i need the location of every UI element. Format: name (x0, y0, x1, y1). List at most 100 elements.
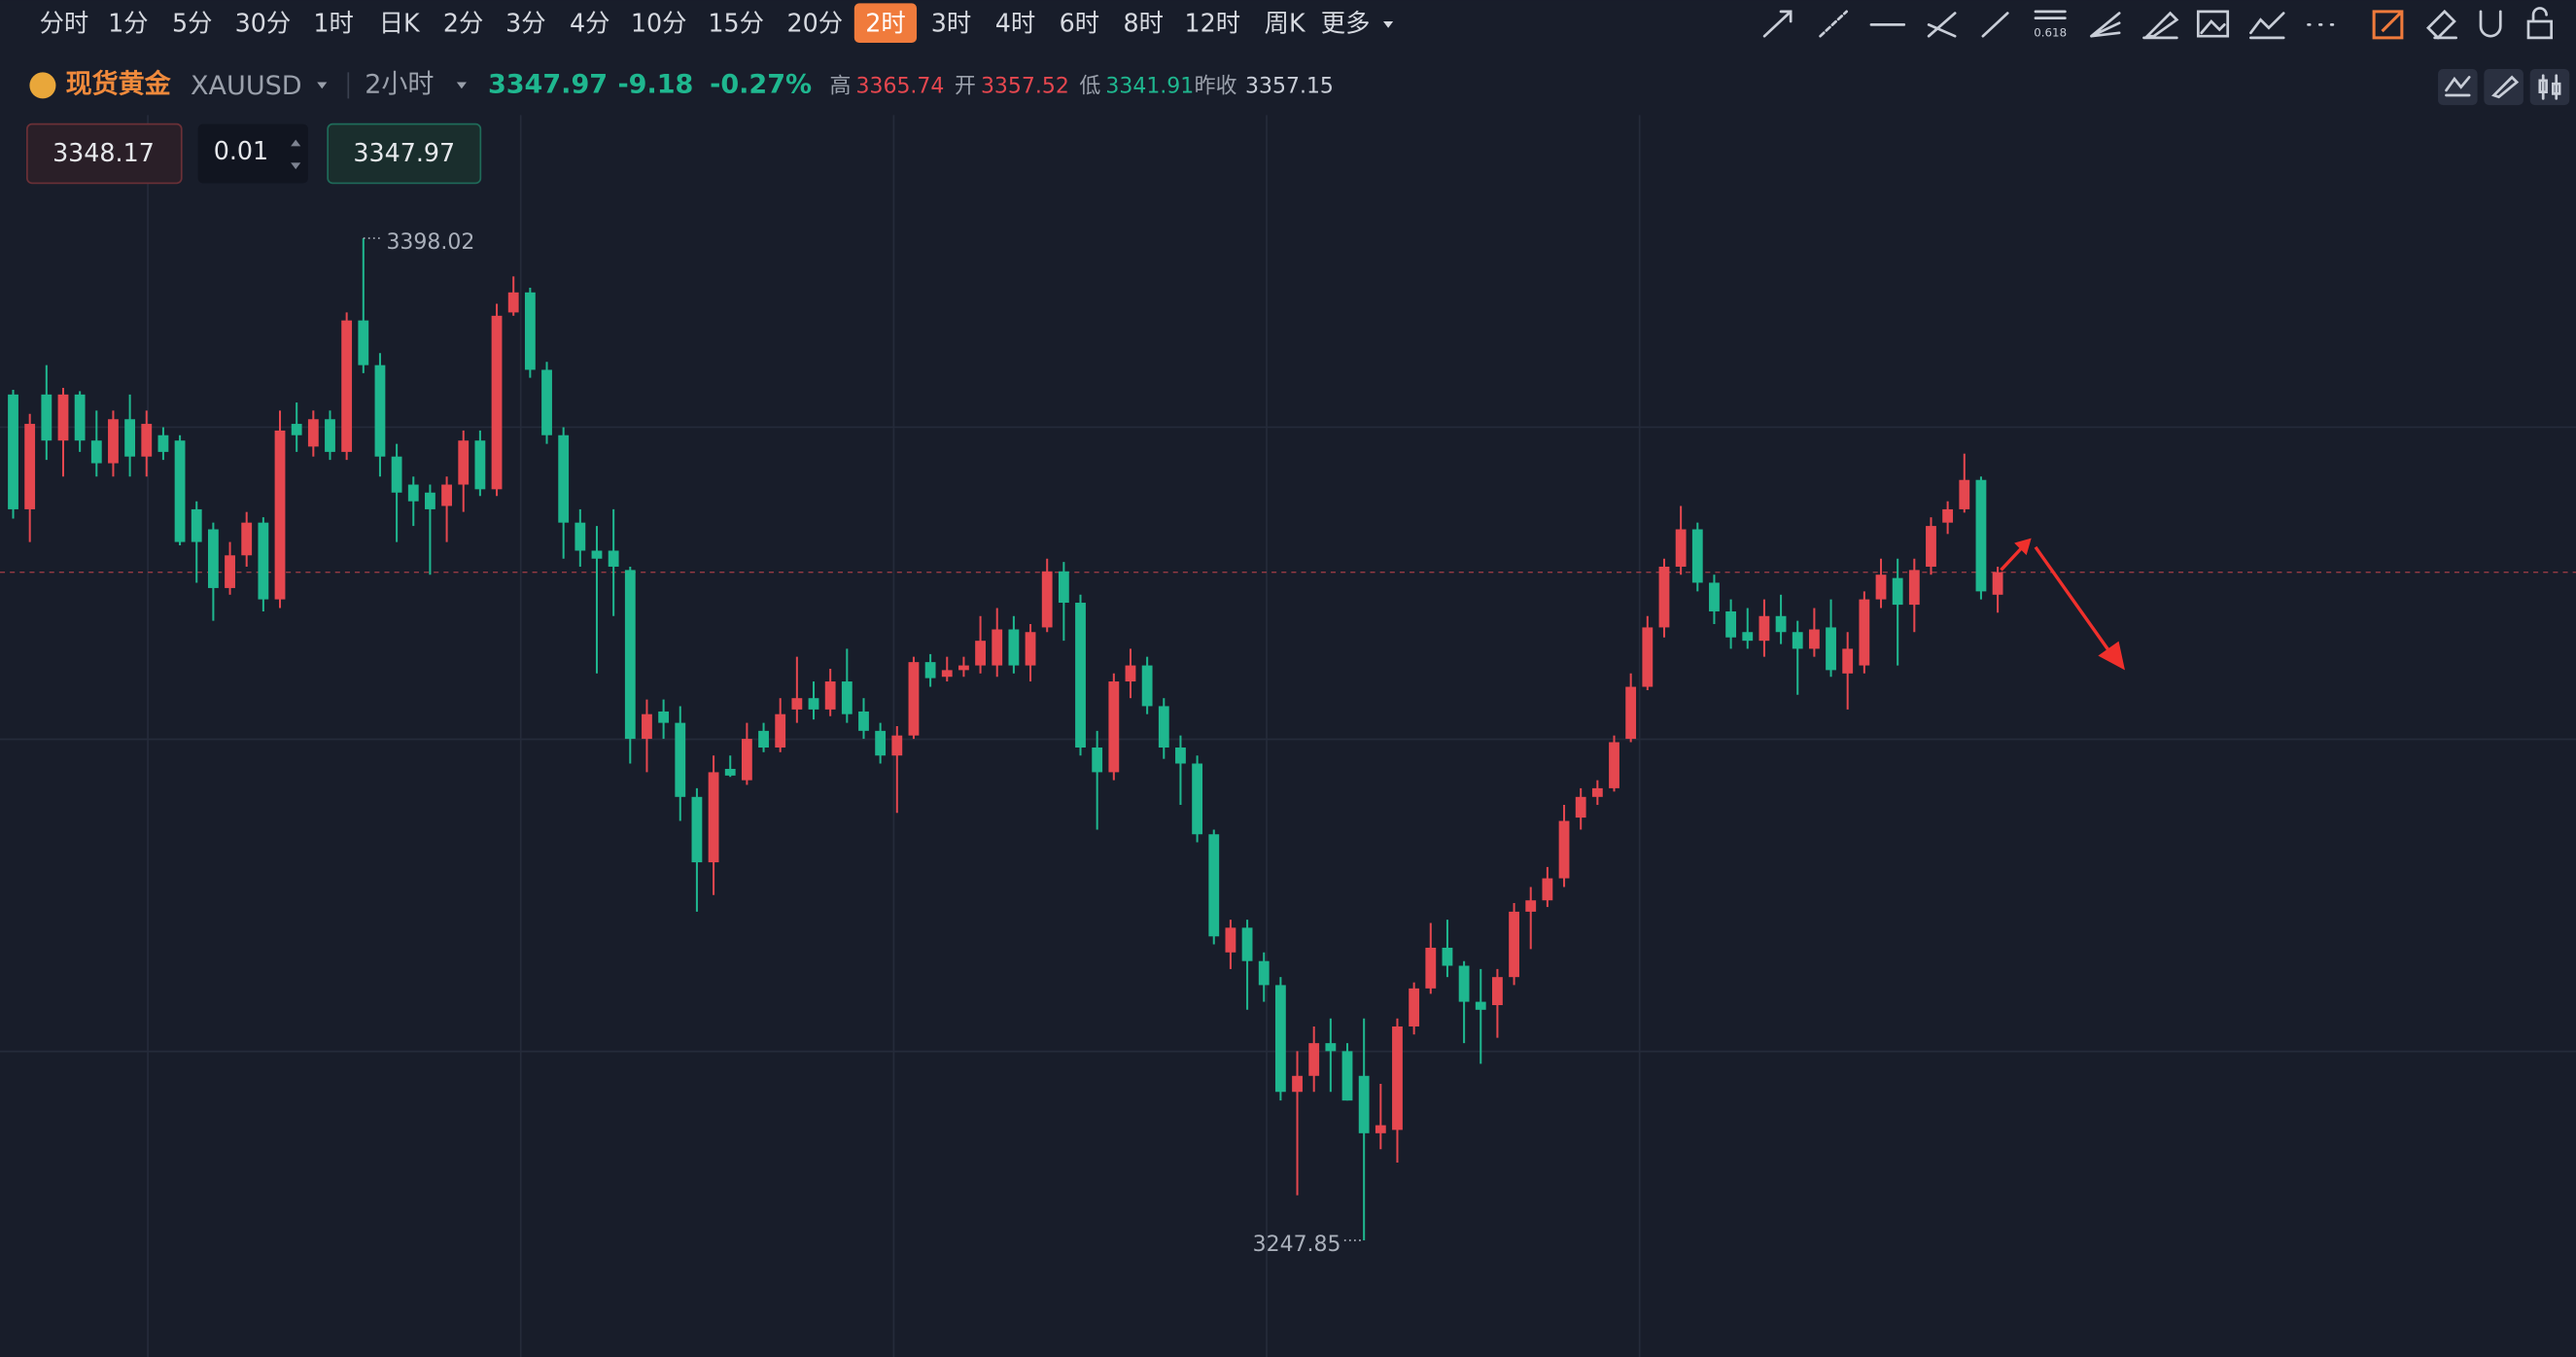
timeframe[interactable]: 周K (1265, 8, 1306, 37)
timeframe[interactable]: 日K (379, 8, 421, 37)
timeframe[interactable]: 20分 (786, 8, 843, 37)
candle-body (374, 365, 386, 457)
candle-body (724, 768, 736, 776)
candle-body (174, 440, 186, 542)
tool-lock[interactable] (2526, 7, 2554, 40)
fib-label: 0.618 (2034, 25, 2067, 39)
candle-body (1642, 627, 1654, 687)
spinner[interactable] (291, 139, 301, 170)
candle-body (1475, 1001, 1486, 1010)
candle-body (1442, 947, 1453, 966)
candle-body (24, 424, 36, 509)
candle-body (541, 369, 552, 435)
candle-body (1358, 1075, 1370, 1133)
candle-body (1926, 526, 1936, 567)
candle-body (1558, 820, 1570, 879)
timeframe[interactable]: 4分 (570, 8, 609, 37)
draw-icon (2490, 75, 2520, 99)
candle-body (1842, 648, 1854, 674)
timeframe[interactable]: 4时 (995, 8, 1035, 37)
tool-edit[interactable] (2372, 10, 2404, 40)
tool-channel[interactable] (1927, 12, 1957, 38)
timeframe[interactable]: 1时 (313, 8, 353, 37)
quantity-input[interactable] (197, 123, 308, 184)
caret (1383, 20, 1394, 28)
interval[interactable]: 2小时 (365, 69, 434, 99)
candle-body (341, 320, 353, 452)
candle-body (124, 419, 136, 457)
timeframe-bar: 分时 1分 5分 30分 1时 日K 2分 3分 4分 10分 15分 20分 2时 3时 4时 6时 8时 12… (40, 3, 1394, 43)
timeframe[interactable]: 更多 (1321, 8, 1371, 37)
candle-body (1108, 681, 1120, 773)
candle-body (1859, 599, 1870, 666)
open-label: 开 (955, 75, 976, 99)
prev-close-value: 3357.15 (1245, 75, 1334, 99)
caret (317, 82, 328, 89)
timeframe[interactable]: 2时 (865, 8, 905, 37)
timeframe[interactable]: 10分 (631, 8, 687, 37)
tool-ray[interactable] (1762, 10, 1793, 38)
tool-extended[interactable] (1819, 10, 1848, 38)
candle-body (258, 522, 269, 600)
candle-body (108, 419, 119, 464)
caret (456, 82, 467, 89)
timeframe[interactable]: 6时 (1060, 8, 1099, 37)
annotation-stroke (2000, 543, 2026, 572)
candle-body (1492, 977, 1503, 1006)
active-timeframe-bg (853, 3, 918, 43)
tool-pen[interactable] (2142, 11, 2179, 40)
buy-button[interactable] (327, 122, 482, 185)
candle-body (841, 681, 853, 714)
tool-fan[interactable] (2090, 12, 2121, 38)
candle-body (941, 670, 953, 678)
low-label: 3247.85 (1253, 1233, 1341, 1257)
candle-body (775, 713, 786, 748)
timeframe[interactable]: 1分 (108, 8, 148, 37)
candle-button[interactable] (2529, 68, 2570, 106)
candle-body (1892, 577, 1903, 606)
open-value: 3357.52 (981, 75, 1069, 99)
tool-image[interactable] (2196, 10, 2230, 38)
candle-body (1092, 748, 1103, 773)
panel-buttons (2438, 68, 2570, 106)
candle-body (1075, 603, 1086, 748)
candle-body (975, 641, 986, 666)
tool-magnet[interactable] (2479, 10, 2502, 38)
indicator-button[interactable] (2438, 68, 2478, 106)
timeframe[interactable]: 3分 (505, 8, 545, 37)
candle-body (875, 730, 887, 756)
candle-body (675, 722, 686, 797)
timeframe[interactable]: 2分 (443, 8, 483, 37)
timeframe[interactable]: 分时 (40, 8, 89, 37)
tool-fib[interactable] (2034, 10, 2067, 19)
tool-eraser[interactable] (2425, 9, 2457, 40)
candle-body (1826, 627, 1836, 671)
candle-body (325, 419, 335, 452)
candle-body (574, 522, 586, 551)
candle-body (1458, 965, 1470, 1002)
high-label: 高 (829, 75, 851, 99)
timeframe[interactable]: 3时 (931, 8, 971, 37)
tool-pattern[interactable] (2249, 12, 2285, 40)
candle-body (1975, 479, 1987, 592)
candle-body (658, 711, 670, 723)
order-panel: 3348.17 0.01 3347.97 (26, 122, 482, 185)
timeframe[interactable]: 8时 (1124, 8, 1164, 37)
candle-body (1691, 529, 1703, 583)
timeframe[interactable]: 15分 (708, 8, 764, 37)
timeframe[interactable]: 12时 (1184, 8, 1240, 37)
prev-close-label: 昨收 (1195, 75, 1237, 99)
candle-body (1775, 615, 1787, 633)
sell-button[interactable] (26, 122, 183, 185)
candle-body (1241, 927, 1253, 961)
candle-body (958, 665, 969, 671)
candle-body (391, 456, 402, 493)
tool-trend[interactable] (1981, 12, 2009, 38)
timeframe[interactable]: 5分 (172, 8, 212, 37)
candle-body (8, 394, 18, 509)
candle-body (1409, 988, 1420, 1026)
instrument-symbol[interactable]: XAUUSD (191, 71, 302, 101)
timeframe[interactable]: 30分 (235, 8, 292, 37)
candle-body (1908, 570, 1920, 606)
